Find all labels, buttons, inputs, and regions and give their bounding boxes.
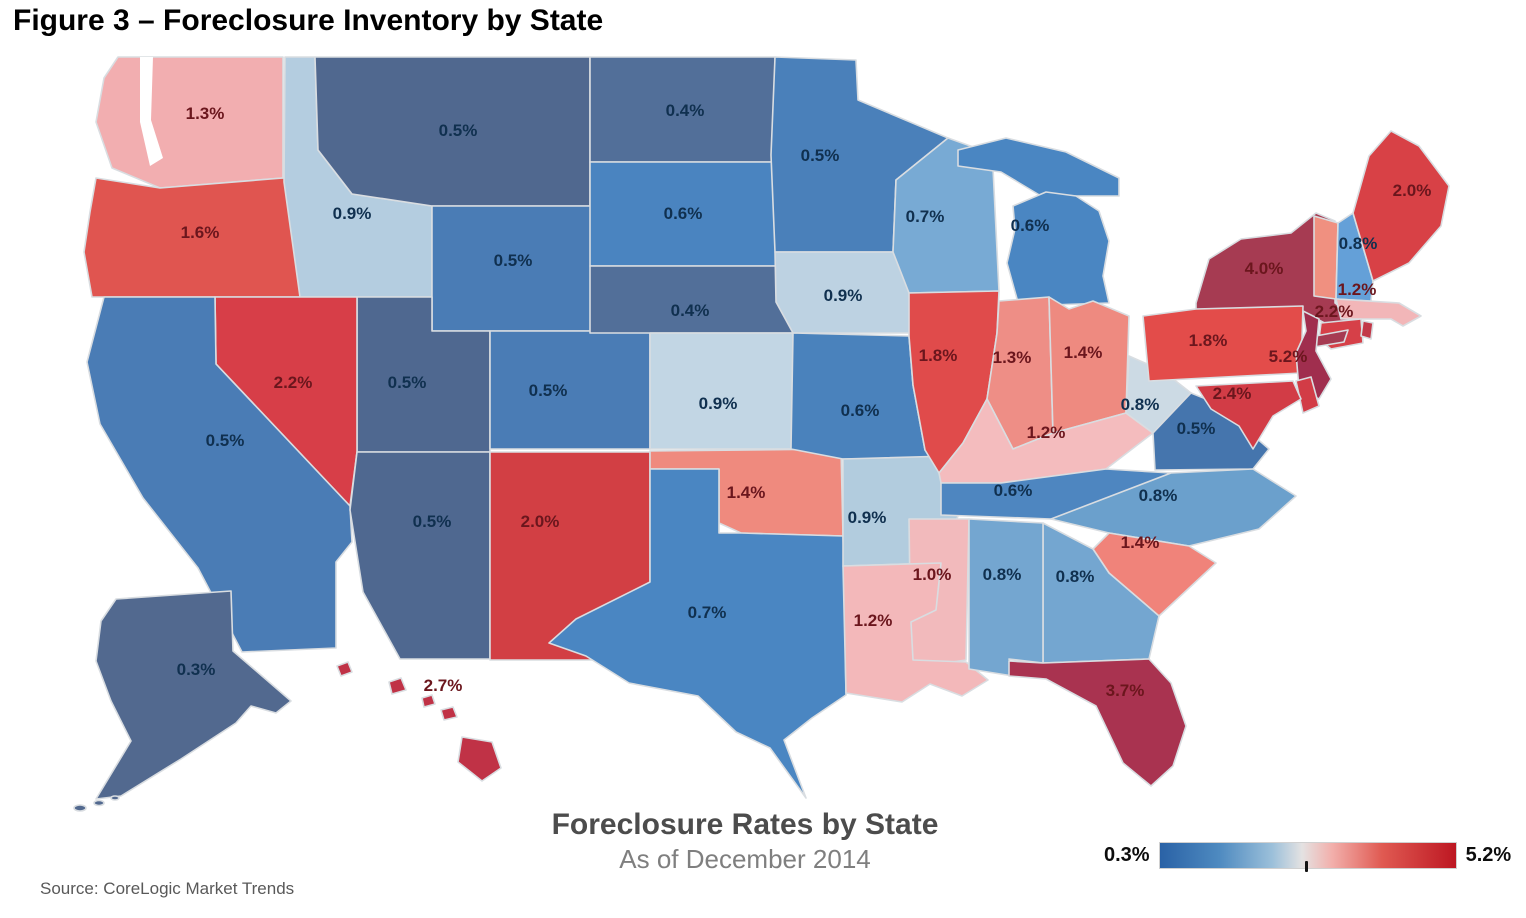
state-CA bbox=[86, 296, 353, 653]
state-value-label-MA: 1.2% bbox=[1338, 280, 1377, 299]
state-value-label-WI: 0.7% bbox=[906, 207, 945, 226]
state-NE bbox=[589, 265, 807, 334]
legend-gradient-bar bbox=[1158, 842, 1457, 872]
state-value-label-NE: 0.4% bbox=[671, 301, 710, 320]
state-AK-aleutian-island bbox=[93, 799, 105, 807]
state-value-label-SC: 1.4% bbox=[1121, 533, 1160, 552]
state-value-label-SD: 0.6% bbox=[664, 204, 703, 223]
state-value-label-ND: 0.4% bbox=[666, 101, 705, 120]
state-value-label-KY: 1.2% bbox=[1027, 423, 1066, 442]
state-AL bbox=[968, 518, 1044, 677]
state-RI bbox=[1360, 320, 1374, 340]
state-value-label-VA: 0.5% bbox=[1177, 419, 1216, 438]
state-value-label-NC: 0.8% bbox=[1139, 486, 1178, 505]
state-OH bbox=[1048, 296, 1130, 434]
state-WV bbox=[1125, 355, 1192, 434]
state-value-label-IL: 1.8% bbox=[919, 346, 958, 365]
state-MA bbox=[1335, 298, 1422, 327]
state-FL bbox=[1008, 658, 1187, 787]
source-attribution: Source: CoreLogic Market Trends bbox=[40, 879, 295, 898]
state-WI bbox=[892, 137, 1000, 294]
state-NJ bbox=[1295, 310, 1332, 400]
state-value-label-MS: 1.0% bbox=[913, 565, 952, 584]
state-AZ bbox=[349, 451, 491, 660]
state-HI-big-island bbox=[457, 736, 502, 782]
state-HI-island bbox=[336, 661, 353, 677]
state-value-label-AZ: 0.5% bbox=[413, 512, 452, 531]
state-value-label-NM: 2.0% bbox=[521, 512, 560, 531]
state-ME bbox=[1352, 130, 1450, 282]
state-MD bbox=[1195, 380, 1302, 450]
state-value-labels: 1.3% 1.6% 0.5% 2.2% 0.9% 0.5% 0.5% 0.5% 0.5% 2.0%… bbox=[177, 101, 1432, 700]
legend-min-label: 0.3% bbox=[1104, 844, 1150, 866]
state-value-label-WY: 0.5% bbox=[494, 251, 533, 270]
state-value-label-AL: 0.8% bbox=[983, 565, 1022, 584]
state-KS bbox=[649, 332, 800, 450]
state-value-label-AK: 0.3% bbox=[177, 660, 216, 679]
state-value-label-KS: 0.9% bbox=[699, 394, 738, 413]
state-value-label-MN: 0.5% bbox=[801, 146, 840, 165]
state-value-label-CA: 0.5% bbox=[206, 431, 245, 450]
state-value-label-NY: 4.0% bbox=[1245, 259, 1284, 278]
state-value-label-MI: 0.6% bbox=[1011, 216, 1050, 235]
state-CO bbox=[489, 330, 651, 450]
map-subtitle: As of December 2014 bbox=[619, 844, 871, 874]
state-value-label-NH: 0.8% bbox=[1339, 234, 1378, 253]
state-value-label-IN: 1.3% bbox=[993, 348, 1032, 367]
state-MI-upper-peninsula bbox=[957, 137, 1120, 197]
state-value-label-OH: 1.4% bbox=[1064, 343, 1103, 362]
puget-sound-inlet bbox=[140, 57, 163, 166]
legend-max-label: 5.2% bbox=[1465, 844, 1512, 866]
state-value-label-UT: 0.5% bbox=[388, 373, 427, 392]
state-value-label-NJ: 5.2% bbox=[1269, 347, 1308, 366]
state-HI-island bbox=[421, 694, 436, 708]
color-scale-legend: 0.3% 5.2% bbox=[1104, 842, 1512, 872]
state-AK bbox=[95, 590, 292, 800]
state-TX bbox=[548, 468, 847, 799]
map-title-block: Foreclosure Rates by State As of Decembe… bbox=[445, 808, 1045, 875]
state-VT bbox=[1313, 215, 1339, 300]
state-value-label-GA: 0.8% bbox=[1056, 567, 1095, 586]
state-value-label-ME: 2.0% bbox=[1393, 181, 1432, 200]
state-value-label-NV: 2.2% bbox=[274, 373, 313, 392]
state-value-label-MT: 0.5% bbox=[439, 121, 478, 140]
state-value-label-CT: 2.2% bbox=[1315, 302, 1354, 321]
state-MI bbox=[1006, 191, 1110, 307]
state-AK-aleutian-island bbox=[73, 804, 87, 812]
state-value-label-OR: 1.6% bbox=[181, 223, 220, 242]
states-layer bbox=[73, 56, 1450, 812]
state-AK-aleutian-island bbox=[110, 795, 120, 801]
state-value-label-WA: 1.3% bbox=[186, 104, 225, 123]
state-value-label-AR: 0.9% bbox=[848, 508, 887, 527]
state-value-label-LA: 1.2% bbox=[854, 611, 893, 630]
state-HI-island bbox=[388, 677, 407, 695]
state-value-label-HI: 2.7% bbox=[424, 676, 463, 695]
state-value-label-ID: 0.9% bbox=[333, 204, 372, 223]
state-NH bbox=[1335, 212, 1374, 302]
figure-title: Figure 3 – Foreclosure Inventory by Stat… bbox=[13, 4, 604, 37]
state-VA bbox=[1152, 392, 1270, 471]
state-value-label-TN: 0.6% bbox=[994, 481, 1033, 500]
state-value-label-WV: 0.8% bbox=[1121, 395, 1160, 414]
state-value-label-IA: 0.9% bbox=[824, 286, 863, 305]
state-value-label-MO: 0.6% bbox=[841, 401, 880, 420]
state-value-label-TX: 0.7% bbox=[688, 603, 727, 622]
state-value-label-FL: 3.7% bbox=[1106, 681, 1145, 700]
state-value-label-PA: 1.8% bbox=[1189, 331, 1228, 350]
state-DE bbox=[1295, 376, 1320, 414]
state-value-label-CO: 0.5% bbox=[529, 381, 568, 400]
state-value-label-MD: 2.4% bbox=[1213, 384, 1252, 403]
state-HI-island bbox=[440, 706, 458, 721]
map-title: Foreclosure Rates by State bbox=[551, 808, 939, 841]
state-value-label-OK: 1.4% bbox=[727, 483, 766, 502]
legend-tick-mark bbox=[1304, 861, 1308, 872]
